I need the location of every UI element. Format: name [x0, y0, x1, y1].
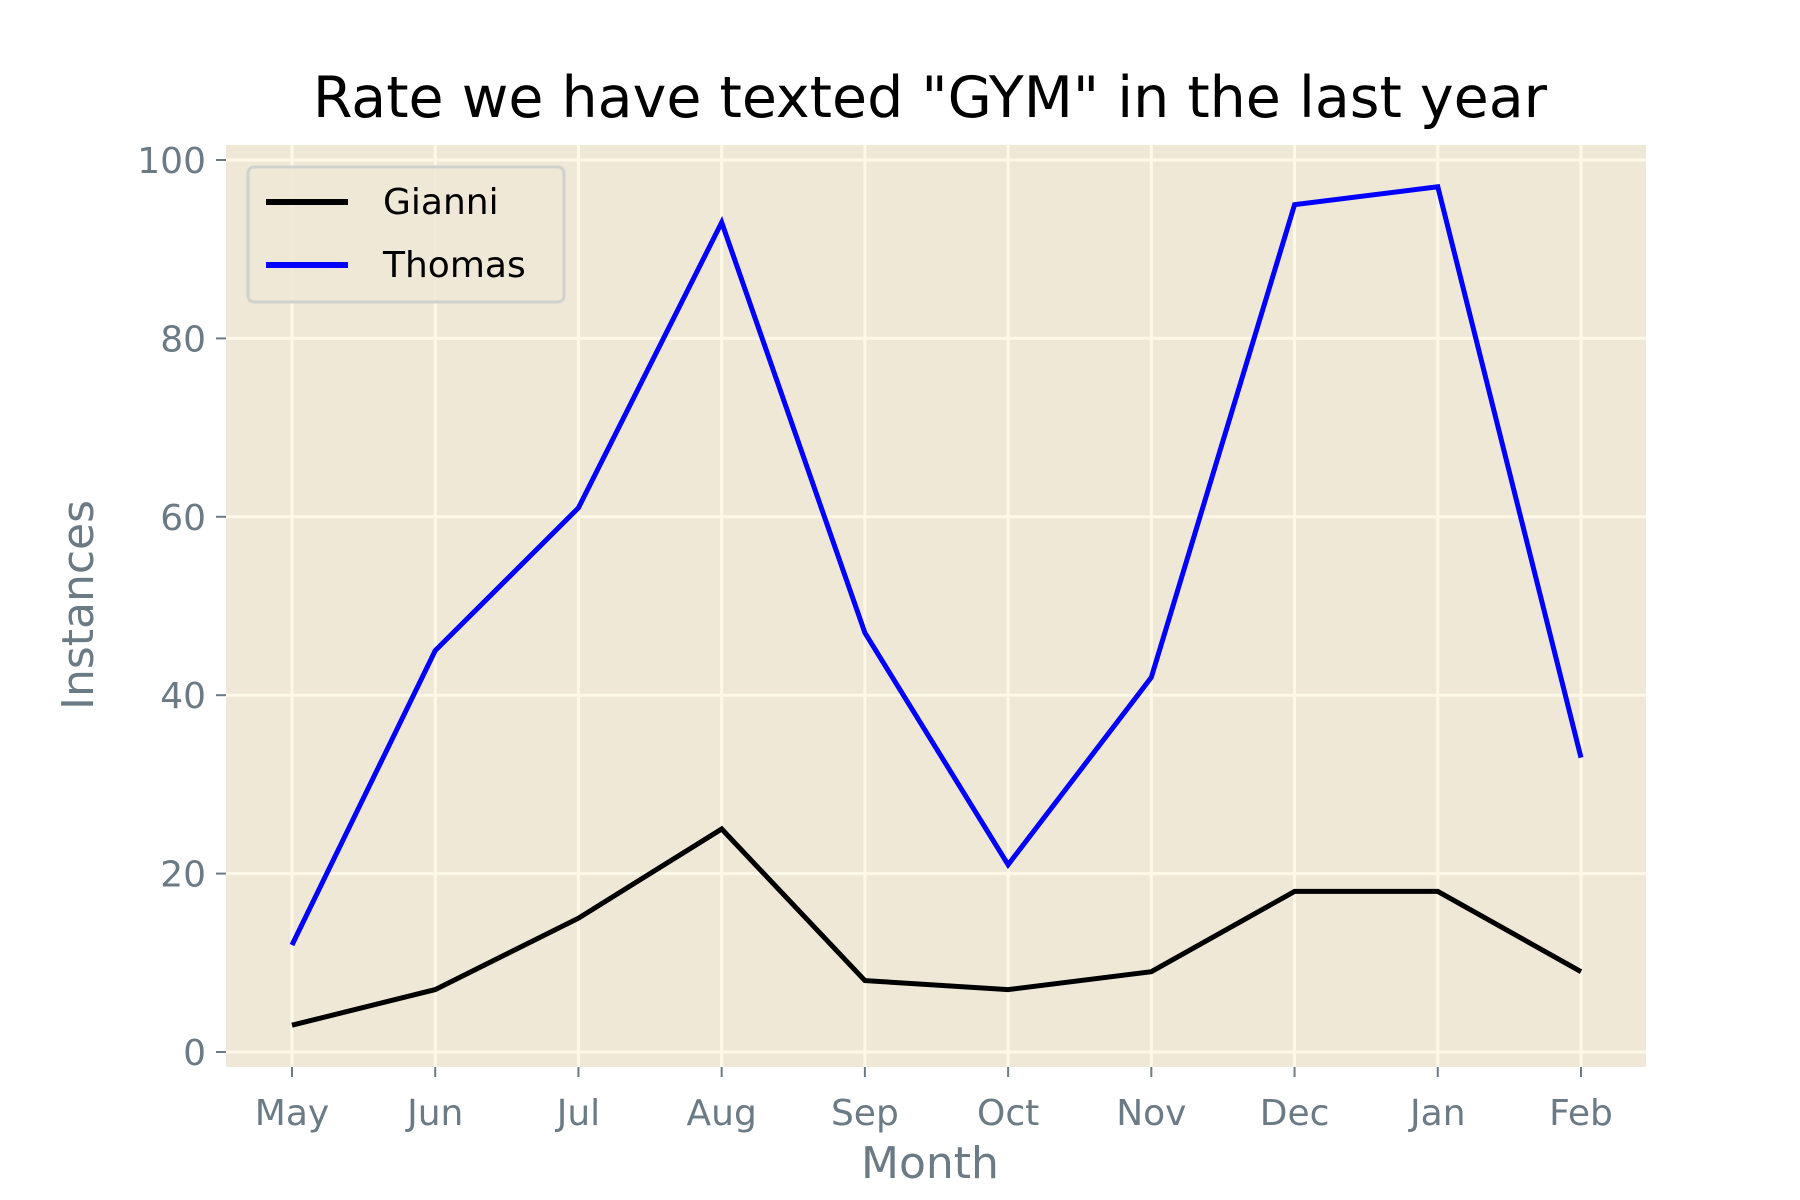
- x-tick-label: Feb: [1549, 1093, 1613, 1134]
- series-line-gianni: [291, 825, 1583, 1028]
- data-point-gianni: [435, 989, 436, 990]
- data-point-thomas: [1581, 757, 1582, 758]
- legend-label-gianni: Gianni: [383, 182, 499, 223]
- data-point-thomas: [1437, 186, 1438, 187]
- y-tick-label: 100: [137, 141, 206, 182]
- data-point-gianni: [1437, 891, 1438, 892]
- data-point-thomas: [292, 944, 293, 945]
- x-tick-label: Sep: [831, 1093, 899, 1134]
- x-tick-label: May: [255, 1093, 329, 1134]
- legend: Gianni Thomas: [246, 165, 566, 304]
- x-tick-label: Jan: [1408, 1093, 1466, 1134]
- y-tick-label: 60: [160, 498, 206, 539]
- data-point-thomas: [1294, 204, 1295, 205]
- data-point-gianni: [864, 980, 865, 981]
- y-tick-label: 80: [160, 319, 206, 360]
- chart-title: Rate we have texted "GYM" in the last ye…: [313, 65, 1548, 131]
- data-point-gianni: [721, 829, 722, 830]
- data-point-thomas: [1151, 677, 1152, 678]
- x-tick-label: Jun: [405, 1093, 463, 1134]
- plot-area: 0 20 40 60 80 100 May Jun Jul Aug Sep Oct Nov Dec Jan F…: [137, 141, 1646, 1134]
- data-point-thomas: [578, 507, 579, 508]
- y-tick-label: 20: [160, 855, 206, 896]
- x-tick-label: Jul: [555, 1093, 600, 1134]
- data-point-thomas: [721, 222, 722, 223]
- y-tick-label: 40: [160, 676, 206, 717]
- data-point-gianni: [1151, 971, 1152, 972]
- y-tick-label: 0: [183, 1033, 206, 1074]
- x-tick-label: Nov: [1116, 1093, 1186, 1134]
- data-point-thomas: [435, 650, 436, 651]
- data-point-gianni: [292, 1025, 293, 1026]
- series-line-thomas: [289, 184, 1584, 947]
- data-point-gianni: [1008, 989, 1009, 990]
- x-tick-label: Oct: [977, 1093, 1039, 1134]
- data-point-gianni: [578, 918, 579, 919]
- data-point-thomas: [1008, 864, 1009, 865]
- y-axis-label: Instances: [53, 500, 104, 710]
- legend-label-thomas: Thomas: [382, 245, 526, 286]
- data-point-gianni: [1294, 891, 1295, 892]
- x-axis-label: Month: [861, 1138, 999, 1189]
- data-point-thomas: [864, 632, 865, 633]
- x-tick-label: Aug: [687, 1093, 757, 1134]
- x-tick-label: Dec: [1260, 1093, 1330, 1134]
- data-point-gianni: [1581, 971, 1582, 972]
